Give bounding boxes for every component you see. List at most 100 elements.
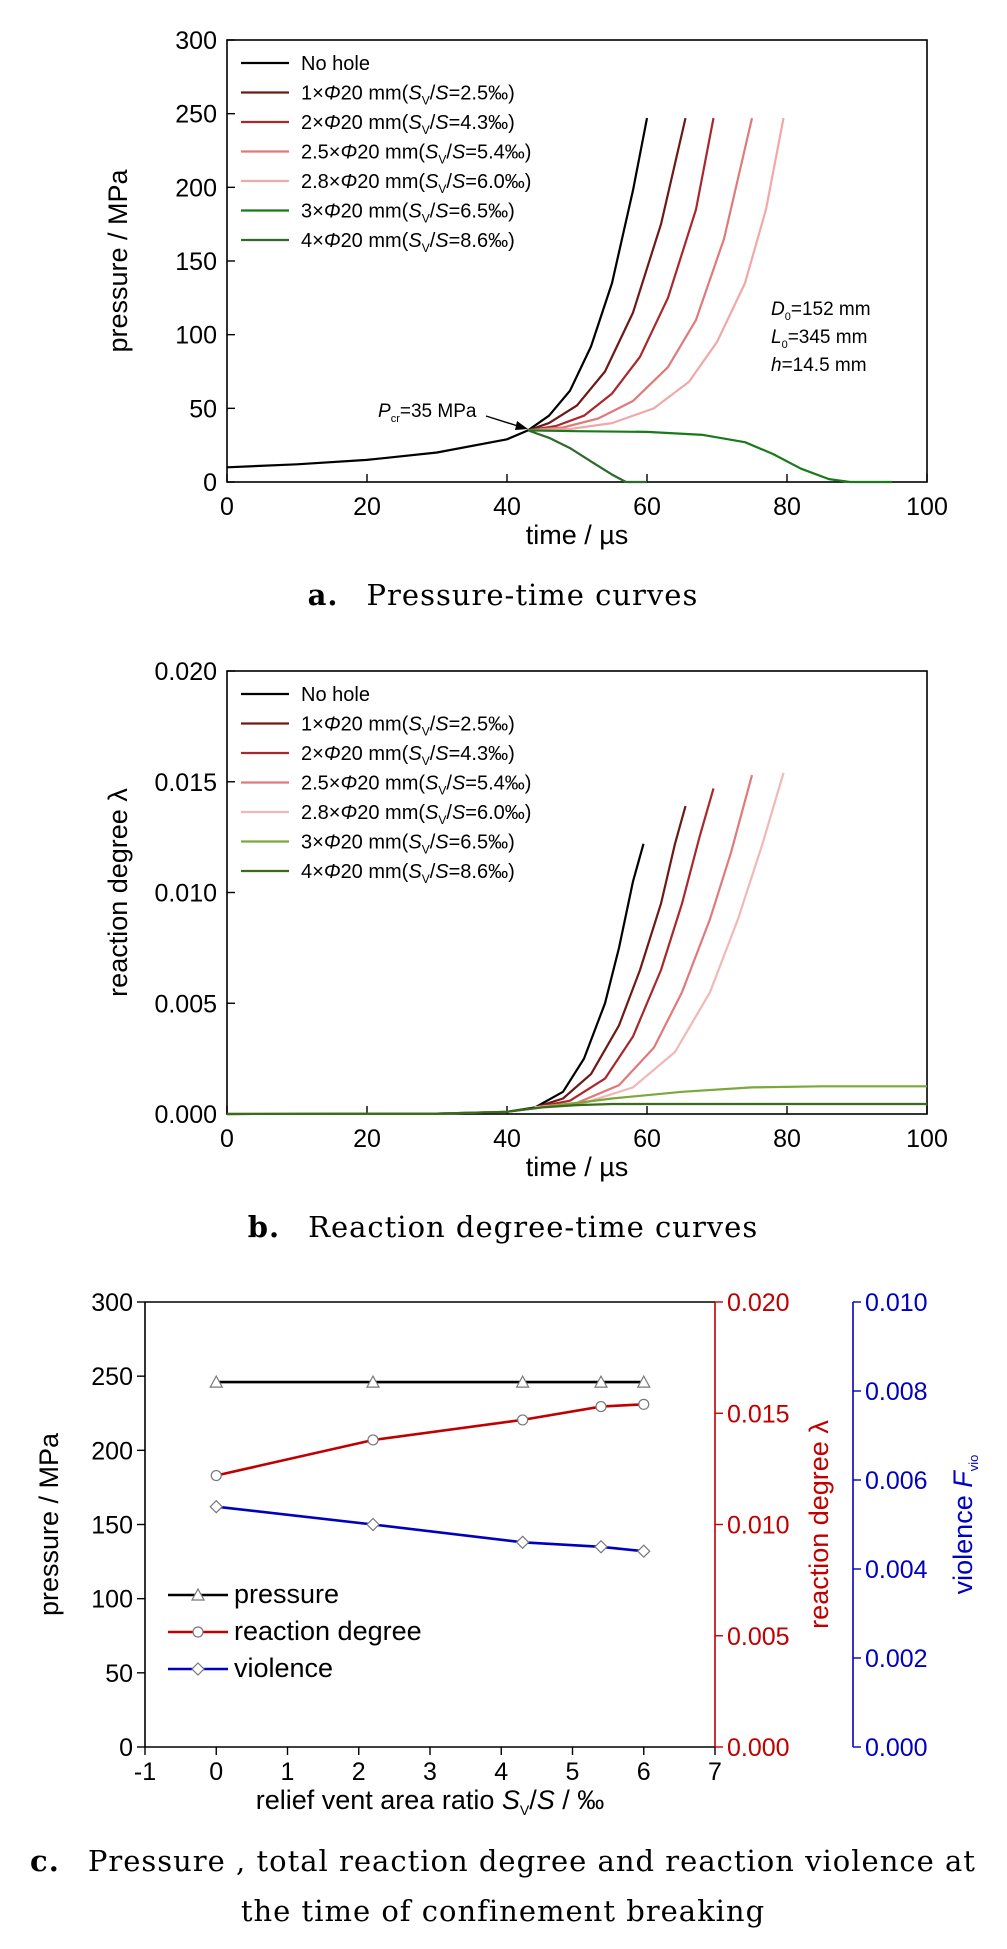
series-line-reaction-degree <box>216 1403 644 1477</box>
series-point-pressure <box>636 1374 651 1388</box>
x-tick-label: 60 <box>633 1125 661 1153</box>
legend-label-2-8-20-mm-sv-s-6-0: 2.8×Φ20 mm(SV/S=6.0‰) <box>301 171 531 196</box>
plot-frame <box>226 670 928 1115</box>
legend-label-pressure: pressure <box>234 1579 339 1609</box>
axis-right-outer-tick-label: 0.002 <box>865 1645 928 1673</box>
series-line-no-hole <box>226 117 649 469</box>
x-tick-label: -1 <box>134 1758 156 1786</box>
axis-right-tick-label: 0.015 <box>727 1400 790 1428</box>
l0-label: L0=345 mm <box>771 327 867 351</box>
legend-label-3-20-mm-sv-s-6-5: 3×Φ20 mm(SV/S=6.5‰) <box>301 832 515 857</box>
series-point-pressure <box>593 1374 609 1388</box>
y-tick-label: 300 <box>175 27 217 55</box>
plot-frame <box>226 39 928 483</box>
legend-label-2-20-mm-sv-s-4-3: 2×Φ20 mm(SV/S=4.3‰) <box>301 743 515 768</box>
series-line-2-8-20-mm-sv-s-6-0 <box>534 772 785 1109</box>
pcr-arrow-head <box>515 421 528 430</box>
x-tick-label: 6 <box>637 1758 651 1786</box>
legend-label-reaction-degree: reaction degree <box>234 1616 422 1646</box>
legend-label-1-20-mm-sv-s-2-5: 1×Φ20 mm(SV/S=2.5‰) <box>301 83 515 108</box>
series-point-violence <box>515 1535 530 1550</box>
y-tick-label: 0.000 <box>154 1101 217 1129</box>
axis-right-outer-tick-label: 0.008 <box>865 1378 928 1406</box>
legend-label-2-5-20-mm-sv-s-5-4: 2.5×Φ20 mm(SV/S=5.4‰) <box>301 773 531 798</box>
x-tick-label: 20 <box>353 493 381 521</box>
series-line-2-8-20-mm-sv-s-6-0 <box>527 117 785 432</box>
pcr-label: Pcr=35 MPa <box>378 401 477 425</box>
x-tick-label: 100 <box>906 493 948 521</box>
h-label: h=14.5 mm <box>771 355 867 376</box>
legend-marker-reaction-degree <box>192 1626 204 1638</box>
x-tick-label: 100 <box>906 1125 948 1153</box>
series-line-2-20-mm-sv-s-4-3 <box>527 117 715 432</box>
panel-a-pressure-chart: 0 20 40 60 80 100 0 50 100 150 200 250 300 time / µs p… <box>103 27 948 550</box>
y-tick-label: 0.005 <box>154 990 217 1018</box>
legend-label-4-20-mm-sv-s-8-6: 4×Φ20 mm(SV/S=8.6‰) <box>301 230 515 255</box>
legend-label-3-20-mm-sv-s-6-5: 3×Φ20 mm(SV/S=6.5‰) <box>301 201 515 226</box>
x-tick-label: 3 <box>423 1758 437 1786</box>
legend-label-no-hole: No hole <box>301 684 370 706</box>
series-point-reaction-degree <box>595 1400 607 1413</box>
axis-left-tick-label: 300 <box>91 1289 133 1317</box>
legend-marker-pressure <box>190 1587 206 1601</box>
x-tick-label: 40 <box>493 1125 521 1153</box>
x-tick-label: 0 <box>220 1125 234 1153</box>
legend-label-violence: violence <box>234 1653 333 1683</box>
legend-label-2-5-20-mm-sv-s-5-4: 2.5×Φ20 mm(SV/S=5.4‰) <box>301 142 531 167</box>
series-line-1-20-mm-sv-s-2-5 <box>534 805 687 1109</box>
x-tick-label: 0 <box>209 1758 223 1786</box>
x-tick-label: 20 <box>353 1125 381 1153</box>
axis-right-outer-tick-label: 0.004 <box>865 1556 928 1584</box>
y-axis-title-right-outer: violence Fvio <box>948 1455 981 1595</box>
y-axis-title-left: pressure / MPa <box>34 1432 64 1616</box>
axis-left-tick-label: 250 <box>91 1363 133 1391</box>
axis-left-tick-label: 0 <box>119 1734 133 1762</box>
y-tick-label: 0 <box>203 469 217 497</box>
caption-a: a. Pressure-time curves <box>308 578 699 612</box>
caption-c-line1: c. Pressure , total reaction degree and r… <box>30 1844 976 1878</box>
pcr-arrow-line <box>485 415 522 428</box>
series-point-pressure <box>209 1374 224 1388</box>
x-axis-title: relief vent area ratio SV/S / ‰ <box>256 1785 605 1818</box>
series-point-pressure <box>365 1374 381 1388</box>
series-line-2-5-20-mm-sv-s-5-4 <box>534 774 754 1109</box>
x-tick-label: 40 <box>493 493 521 521</box>
pcr-annotation: Pcr=35 MPa <box>378 401 528 430</box>
y-tick-label: 150 <box>175 248 217 276</box>
axis-right-outer-tick-label: 0.006 <box>865 1467 928 1495</box>
axis-right-tick-label: 0.020 <box>727 1289 790 1317</box>
y-tick-label: 0.010 <box>154 880 217 908</box>
series-point-violence <box>636 1544 651 1559</box>
x-axis-title: time / µs <box>526 520 629 550</box>
axis-left-tick-label: 100 <box>91 1586 133 1614</box>
series-line-4-20-mm-sv-s-8-6 <box>527 429 647 484</box>
y-tick-label: 100 <box>175 322 217 350</box>
y-tick-label: 200 <box>175 174 217 202</box>
series-point-violence <box>209 1499 224 1514</box>
series-point-reaction-degree <box>517 1414 529 1426</box>
y-tick-label: 50 <box>189 395 217 423</box>
series-point-reaction-degree <box>367 1434 379 1446</box>
legend-label-1-20-mm-sv-s-2-5: 1×Φ20 mm(SV/S=2.5‰) <box>301 714 515 739</box>
series-line-no-hole <box>226 843 645 1116</box>
x-tick-label: 0 <box>220 493 234 521</box>
series-point-pressure <box>515 1374 530 1388</box>
y-tick-label: 250 <box>175 101 217 129</box>
x-tick-label: 5 <box>566 1758 580 1786</box>
series-line-2-5-20-mm-sv-s-5-4 <box>527 117 754 432</box>
y-axis-title-right: reaction degree λ <box>804 1420 834 1629</box>
axis-right-outer-tick-label: 0.000 <box>865 1734 928 1762</box>
geometry-annotation: D0=152 mm L0=345 mm h=14.5 mm <box>771 299 871 376</box>
x-tick-label: 7 <box>708 1758 722 1786</box>
y-tick-label: 0.020 <box>154 658 217 686</box>
series-line-4-20-mm-sv-s-8-6 <box>226 1102 927 1116</box>
legend-marker-violence <box>191 1662 205 1676</box>
series-line-3-20-mm-sv-s-6-5 <box>226 1085 927 1116</box>
y-tick-label: 0.015 <box>154 769 217 797</box>
x-tick-label: 60 <box>633 493 661 521</box>
legend-label-no-hole: No hole <box>301 53 370 75</box>
y-axis-title: reaction degree λ <box>103 788 133 997</box>
d0-label: D0=152 mm <box>771 299 871 323</box>
